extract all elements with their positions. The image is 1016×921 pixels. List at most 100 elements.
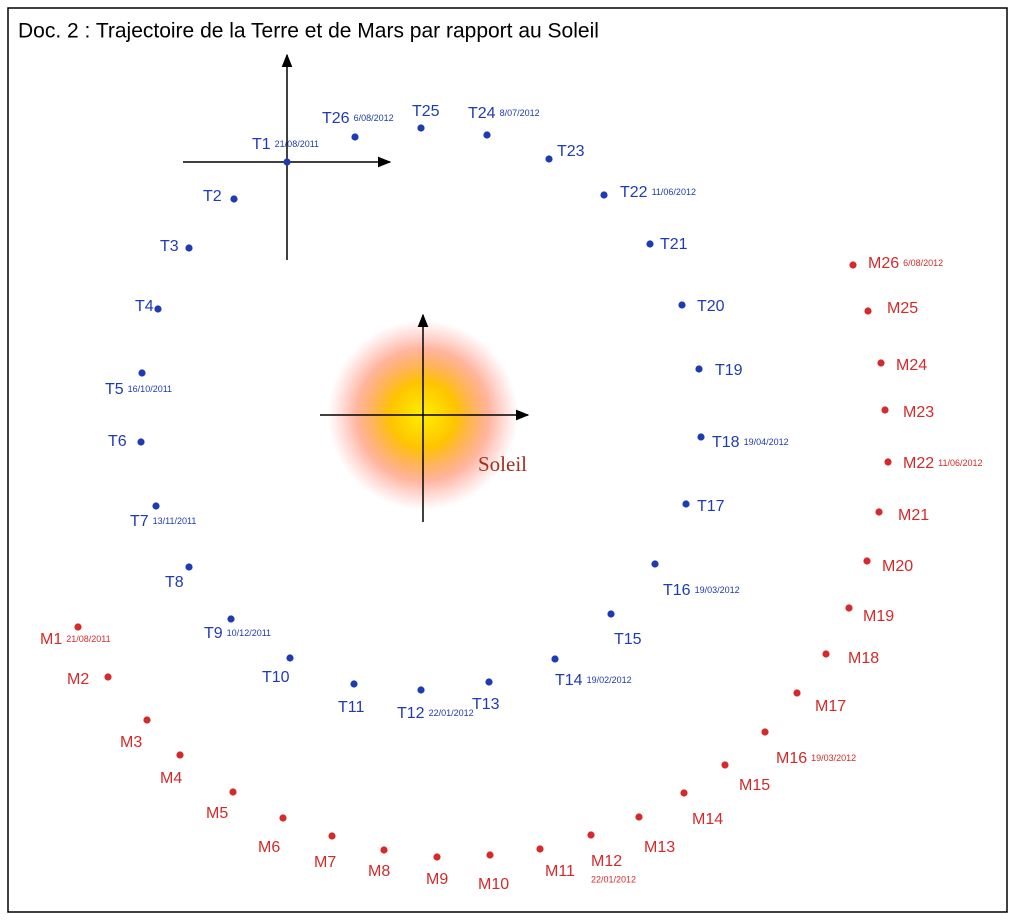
- position-name: T12: [397, 705, 425, 722]
- mars-position: [793, 689, 800, 696]
- position-name: T20: [697, 298, 725, 315]
- position-name: T8: [165, 574, 184, 591]
- earth-position: [185, 244, 192, 251]
- position-label: T17: [697, 498, 725, 515]
- position-name: T26: [322, 110, 350, 127]
- position-label: T713/11/2011: [130, 513, 196, 530]
- position-name: M11: [545, 863, 575, 880]
- earth-position: [607, 610, 614, 617]
- earth-position: [697, 433, 704, 440]
- position-name: M17: [815, 698, 846, 715]
- position-name: M13: [644, 839, 675, 856]
- position-label: M6: [258, 839, 280, 856]
- position-name: T9: [204, 625, 223, 642]
- earth-position: [646, 240, 653, 247]
- position-label: T15: [614, 631, 642, 648]
- position-label: T1619/03/2012: [663, 582, 740, 599]
- earth-position: [483, 131, 490, 138]
- mars-position: [279, 814, 286, 821]
- position-name: T16: [663, 582, 691, 599]
- position-label: T26 6/08/2012: [322, 110, 394, 127]
- position-label: M10: [478, 876, 509, 893]
- position-label: M15: [739, 777, 770, 794]
- mars-position: [863, 557, 870, 564]
- position-label: M7: [314, 854, 336, 871]
- position-name: M5: [206, 805, 228, 822]
- position-label: M13: [644, 839, 675, 856]
- position-name: M16: [776, 750, 807, 767]
- earth-position: [651, 560, 658, 567]
- earth-position: [137, 438, 144, 445]
- position-label: T6: [108, 433, 127, 450]
- position-label: T20: [697, 298, 725, 315]
- position-label: M3: [120, 734, 142, 751]
- earth-position: [351, 133, 358, 140]
- position-label: T1419/02/2012: [555, 672, 632, 689]
- position-label: T3: [160, 238, 179, 255]
- position-name: M10: [478, 876, 509, 893]
- position-label: M9: [426, 871, 448, 888]
- earth-position: [286, 654, 293, 661]
- position-date: 22/01/2012: [429, 708, 474, 718]
- mars-position: [721, 761, 728, 768]
- mars-position: [822, 650, 829, 657]
- position-name: M26: [868, 255, 899, 272]
- position-label: T19: [715, 362, 743, 379]
- position-name: M3: [120, 734, 142, 751]
- position-date: 6/08/2012: [354, 113, 394, 123]
- position-name: T23: [557, 143, 585, 160]
- mars-position: [635, 813, 642, 820]
- position-date: 6/08/2012: [903, 258, 943, 268]
- position-name: M21: [898, 507, 929, 524]
- earth-position: [682, 500, 689, 507]
- position-label: M8: [368, 863, 390, 880]
- earth-position: [152, 502, 159, 509]
- position-label: M5: [206, 805, 228, 822]
- position-label: M16 19/03/2012: [776, 750, 856, 767]
- mars-position: [229, 788, 236, 795]
- position-name: M1: [40, 631, 62, 648]
- position-name: M18: [848, 650, 879, 667]
- position-label: M26 6/08/2012: [868, 255, 943, 272]
- mars-position: [536, 845, 543, 852]
- position-date: 11/06/2012: [938, 458, 982, 468]
- position-name: M9: [426, 871, 448, 888]
- position-label: T21: [660, 236, 688, 253]
- position-name: T3: [160, 238, 179, 255]
- position-label: M17: [815, 698, 846, 715]
- position-name: M2: [67, 671, 89, 688]
- position-label: T23: [557, 143, 585, 160]
- position-name: M15: [739, 777, 770, 794]
- earth-position: [283, 158, 290, 165]
- position-name: M6: [258, 839, 280, 856]
- position-name: M20: [882, 558, 913, 575]
- earth-position: [417, 686, 424, 693]
- position-date: 22/01/2012: [591, 874, 636, 884]
- earth-position: [551, 655, 558, 662]
- mars-position: [176, 751, 183, 758]
- position-name: M24: [896, 357, 927, 374]
- earth-position: [154, 305, 161, 312]
- position-name: T6: [108, 433, 127, 450]
- position-date: 19/03/2012: [811, 753, 856, 763]
- mars-position: [680, 789, 687, 796]
- position-name: M14: [692, 811, 723, 828]
- position-label: M23: [903, 404, 934, 421]
- position-name: T10: [262, 669, 290, 686]
- position-label: T10: [262, 669, 290, 686]
- position-label: M12: [591, 853, 622, 870]
- position-label: M20: [882, 558, 913, 575]
- position-name: M23: [903, 404, 934, 421]
- position-date: 19/02/2012: [587, 675, 632, 685]
- position-name: M4: [160, 770, 182, 787]
- position-label: T2: [203, 188, 222, 205]
- position-name: M7: [314, 854, 336, 871]
- mars-position: [884, 458, 891, 465]
- position-name: T24: [468, 105, 496, 122]
- position-name: M8: [368, 863, 390, 880]
- position-label: T516/10/2011: [105, 381, 172, 398]
